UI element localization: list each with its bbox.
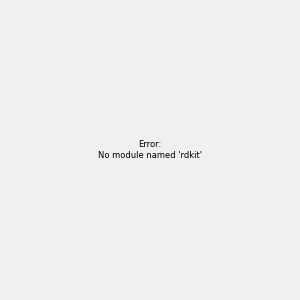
Text: Error:
No module named 'rdkit': Error: No module named 'rdkit' [98, 140, 202, 160]
